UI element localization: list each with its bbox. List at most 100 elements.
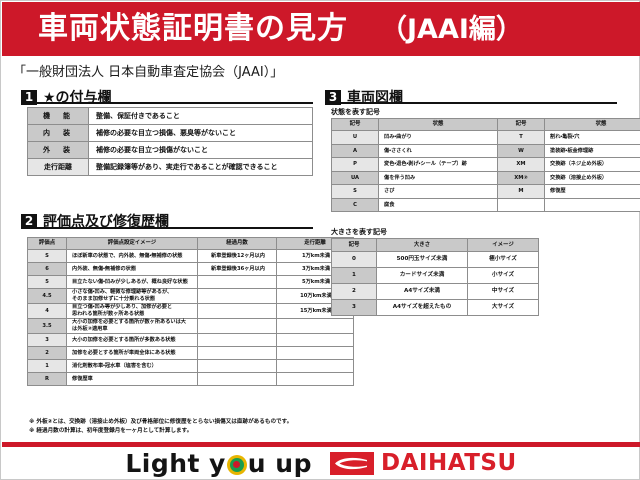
eval-distance: [276, 318, 354, 335]
size-image: 極小サイズ: [467, 251, 539, 268]
size-image: 大サイズ: [467, 299, 539, 316]
eval-point: 2: [27, 346, 67, 361]
section-label-eval: 評価点及び修復歴欄: [43, 214, 169, 230]
daihatsu-slogan: Light y u up: [125, 451, 312, 476]
eval-point: R: [27, 372, 67, 387]
condition-desc-left: 凹み・曲がり: [378, 130, 498, 145]
table-row: 内 装 補修の必要な目立つ損傷、悪臭等がないこと: [27, 124, 313, 142]
col-header-symbol-left: 記号: [331, 118, 379, 131]
footnote-line: ※ 外板②とは、交換跡（溶接止め外板）及び骨格部位に修復歴をとらない損傷又は直跡…: [29, 419, 293, 425]
table-row: 4 目立つ傷・凹み等が少しあり、加修が必要と 思われる箇所が数ヶ所ある状態 15…: [27, 303, 354, 320]
eval-image: 目立つ傷・凹み等が少しあり、加修が必要と 思われる箇所が数ヶ所ある状態: [66, 303, 198, 320]
eval-distance: [276, 333, 354, 348]
condition-symbol-right: XM: [497, 157, 545, 172]
eval-image: 大小の加修を必要とする箇所が多数ある状態: [66, 333, 198, 348]
eval-image: 大小の加修を必要とする箇所が数ヶ所あるいは大 は外板②適用車: [66, 318, 198, 335]
star-row-key: 外 装: [27, 141, 89, 159]
eval-distance: [276, 359, 354, 374]
size-symbol: 2: [331, 283, 377, 300]
eval-point: 5: [27, 275, 67, 289]
star-criteria-table: 機 能 整備、保証付きであること 内 装 補修の必要な目立つ損傷、悪臭等がないこ…: [27, 107, 313, 176]
star-row-key: 機 能: [27, 107, 89, 125]
col-header-point: 評価点: [27, 237, 67, 250]
daihatsu-logo: DAIHATSU: [330, 452, 517, 475]
eval-months: [197, 359, 277, 374]
section-label-diagram: 車両図欄: [347, 90, 403, 106]
eval-image: 加修を必要とする箇所が車両全体にある状態: [66, 346, 198, 361]
table-row: 3.5 大小の加修を必要とする箇所が数ヶ所あるいは大 は外板②適用車: [27, 318, 354, 335]
size-symbol: 3: [331, 299, 377, 316]
section-rule-diagram: [325, 102, 617, 104]
eval-image: 修復歴車: [66, 372, 198, 387]
condition-symbol-left: P: [331, 157, 379, 172]
condition-desc-right: [544, 197, 640, 212]
slogan-part-3: u up: [247, 449, 312, 478]
eval-months: 新車登録後12ヶ月以内: [197, 249, 277, 263]
condition-symbols-table: 記号 状態 記号 状態 U 凹み・曲がり T 割れ・亀裂・穴 A 傷・ささくれ …: [331, 118, 640, 212]
section-label-star: ★の付与欄: [43, 90, 112, 106]
eval-image: 目立たない傷・凹みが少しあるが、概ね良好な状態: [66, 275, 198, 289]
eval-point: 3.5: [27, 318, 67, 335]
section-number-2: 2: [21, 213, 37, 229]
page-footer: Light y u up DAIHATSU: [2, 447, 640, 480]
size-value: カードサイズ未満: [376, 267, 468, 284]
table-row: A 傷・ささくれ W 塗装跡・板金修理跡: [331, 143, 640, 158]
page-header: 車両状態証明書の見方 （JAAI編）: [2, 2, 640, 56]
page-title-suffix: （JAAI編）: [380, 13, 523, 45]
star-row-value: 補修の必要な目立つ損傷がないこと: [88, 141, 313, 159]
section-rule-star: [21, 102, 313, 104]
condition-symbol-left: C: [331, 197, 379, 212]
size-image: 小サイズ: [467, 267, 539, 284]
table-row: 外 装 補修の必要な目立つ損傷がないこと: [27, 141, 313, 159]
table-row: 3 A4サイズを超えたもの 大サイズ: [331, 299, 539, 316]
eval-point: 4: [27, 303, 67, 320]
condition-desc-right: 割れ・亀裂・穴: [544, 130, 640, 145]
eval-point: 1: [27, 359, 67, 374]
condition-symbol-right: [497, 197, 545, 212]
section-number-3: 3: [325, 89, 341, 105]
table-row: 3 大小の加修を必要とする箇所が多数ある状態: [27, 333, 354, 348]
slogan-part-1: Light: [125, 449, 200, 478]
eval-months: [197, 372, 277, 387]
footnotes: ※ 外板②とは、交換跡（溶接止め外板）及び骨格部位に修復歴をとらない損傷又は直跡…: [29, 418, 292, 436]
table-row: UA 傷を伴う凹み XM② 交換跡（溶接止め外板）: [331, 170, 640, 185]
condition-symbol-right: T: [497, 130, 545, 145]
eval-distance: [276, 346, 354, 361]
condition-symbol-left: S: [331, 184, 379, 199]
eval-months: 新車登録後36ヶ月以内: [197, 262, 277, 276]
condition-desc-left: さび: [378, 184, 498, 199]
slogan-part-2: y: [209, 449, 226, 478]
table-row: 1 消化剤散布車・冠水車（塩害を含む）: [27, 359, 354, 374]
table-row: 機 能 整備、保証付きであること: [27, 107, 313, 125]
size-symbol: 0: [331, 251, 377, 268]
eval-image: 小さな傷・凹み、軽微な修理跡等があるが、 そのまま加修せずに十分乗れる状態: [66, 287, 198, 305]
subtitle: 「一般財団法人 日本自動車査定協会（JAAI）」: [13, 65, 284, 80]
eval-image: 内外装、無傷・無補修の状態: [66, 262, 198, 276]
rainbow-ring-icon: [226, 454, 247, 475]
table-row: 1 カードサイズ未満 小サイズ: [331, 267, 539, 284]
size-value: A4サイズを超えたもの: [376, 299, 468, 316]
condition-symbol-right: M: [497, 184, 545, 199]
star-row-value: 整備、保証付きであること: [88, 107, 313, 125]
size-image: 中サイズ: [467, 283, 539, 300]
eval-distance: [276, 372, 354, 387]
table-row: 5 目立たない傷・凹みが少しあるが、概ね良好な状態 5万km未満: [27, 275, 354, 289]
section-heading-star: 1 ★の付与欄: [21, 87, 112, 107]
table-row: U 凹み・曲がり T 割れ・亀裂・穴: [331, 130, 640, 145]
footer-divider: [2, 442, 640, 447]
table-header-row: 記号 大きさ イメージ: [331, 238, 539, 252]
col-header-months: 経過月数: [197, 237, 277, 250]
section-heading-eval: 2 評価点及び修復歴欄: [21, 211, 169, 231]
table-row: 2 A4サイズ未満 中サイズ: [331, 283, 539, 300]
star-row-key: 内 装: [27, 124, 89, 142]
star-row-value: 整備記録簿等があり、実走行であることが確認できること: [88, 158, 313, 176]
condition-symbol-right: W: [497, 143, 545, 158]
star-row-key: 走行距離: [27, 158, 89, 176]
table-row: S さび M 修復歴: [331, 184, 640, 199]
size-symbols-table: 記号 大きさ イメージ 0 500円玉サイズ未満 極小サイズ 1 カードサイズ未…: [331, 238, 539, 316]
col-header-size-image: イメージ: [467, 238, 539, 252]
eval-months: [197, 346, 277, 361]
col-header-image: 評価点設定イメージ: [66, 237, 198, 250]
eval-point: 6: [27, 262, 67, 276]
